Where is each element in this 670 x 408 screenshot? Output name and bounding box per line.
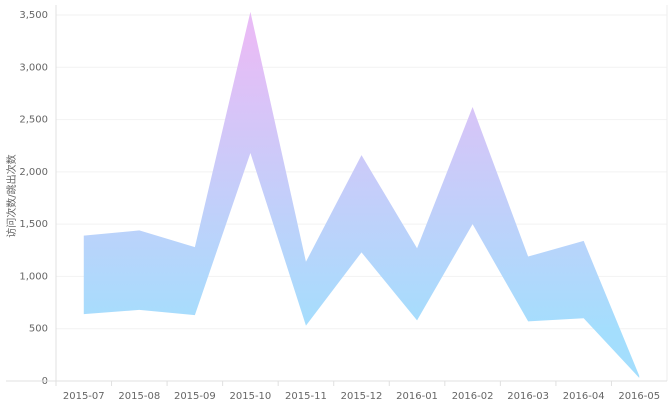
x-tick-label: 2016-04 [563, 391, 605, 402]
y-tick-label: 2,000 [19, 167, 48, 178]
x-tick-label: 2016-03 [507, 391, 549, 402]
x-tick-label: 2016-02 [452, 391, 494, 402]
x-tick-label: 2016-01 [396, 391, 438, 402]
y-tick-label: 3,500 [19, 10, 48, 21]
x-tick-label: 2015-11 [285, 391, 327, 402]
y-tick-label: 3,000 [19, 62, 48, 73]
x-tick-label: 2015-07 [63, 391, 105, 402]
range-band [83, 11, 640, 378]
y-tick-label: 500 [29, 324, 48, 335]
y-tick-label: 1,500 [19, 219, 48, 230]
x-tick-label: 2015-10 [230, 391, 272, 402]
x-tick-label: 2015-09 [174, 391, 216, 402]
x-tick-label: 2015-12 [341, 391, 383, 402]
y-axis-label: 访问次数/跳出次数 [5, 154, 18, 237]
x-tick-label: 2016-05 [618, 391, 660, 402]
x-tick-label: 2015-08 [118, 391, 160, 402]
y-tick-label: 2,500 [19, 115, 48, 126]
y-tick-label: 1,000 [19, 271, 48, 282]
